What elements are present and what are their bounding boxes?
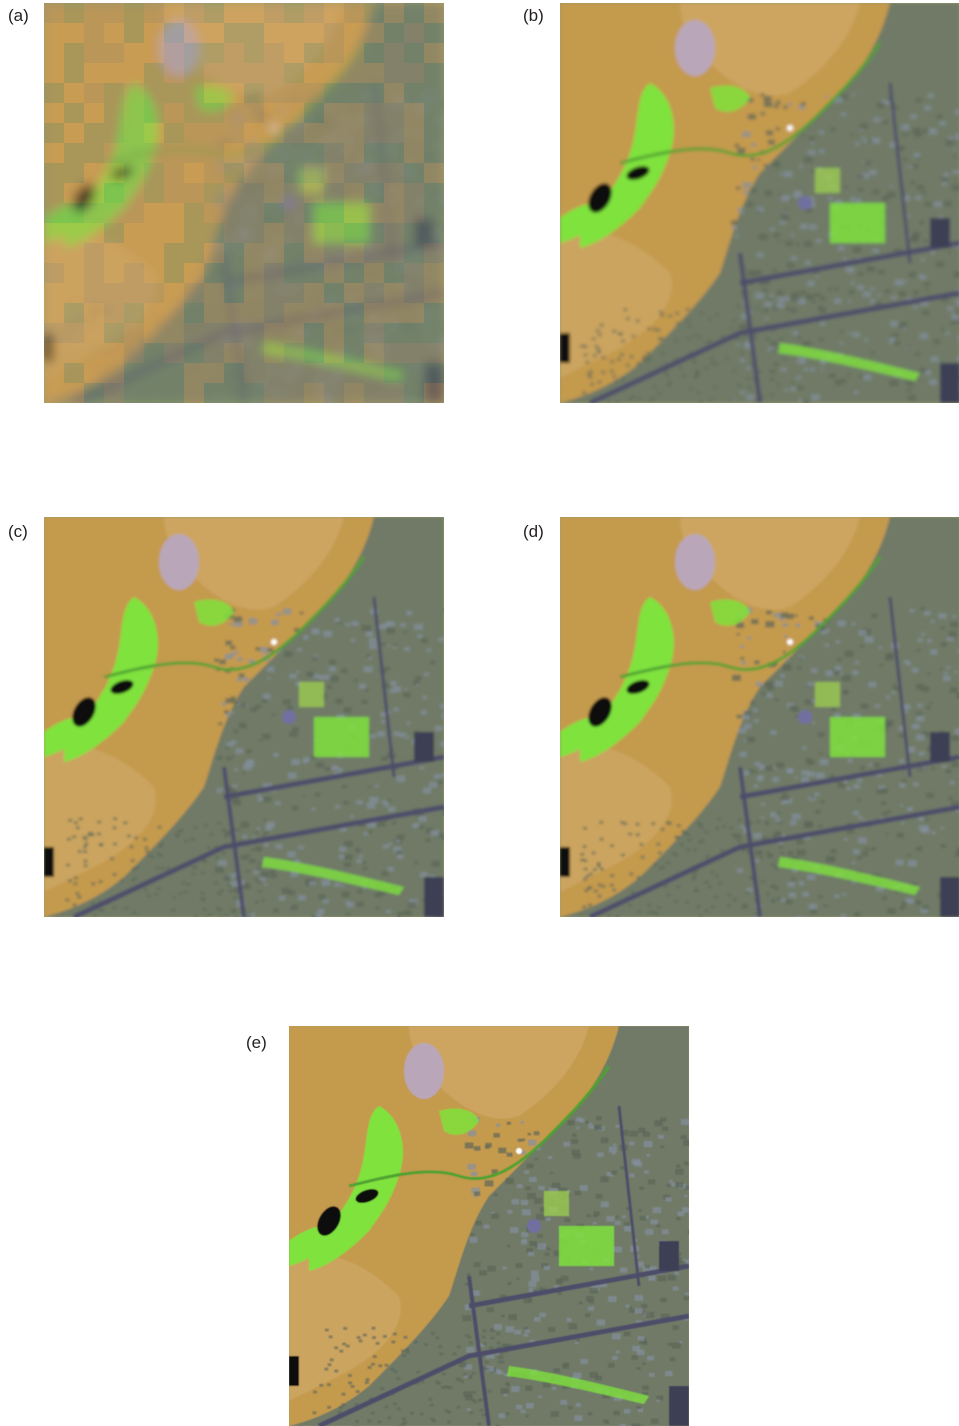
satellite-image-panel-a	[44, 3, 444, 403]
satellite-image-panel-d	[560, 517, 959, 917]
satellite-scene-c	[44, 517, 444, 917]
satellite-scene-a	[44, 3, 444, 403]
panel-label-b: (b)	[523, 6, 544, 25]
satellite-image-panel-b	[560, 3, 959, 403]
satellite-image-panel-c	[44, 517, 444, 917]
satellite-scene-e	[289, 1026, 689, 1426]
panel-label-a: (a)	[8, 6, 29, 25]
panel-label-d: (d)	[523, 522, 544, 541]
panel-label-e: (e)	[246, 1033, 267, 1052]
satellite-image-panel-e	[289, 1026, 689, 1426]
satellite-scene-b	[560, 3, 959, 403]
satellite-scene-d	[560, 517, 959, 917]
panel-label-c: (c)	[8, 522, 28, 541]
